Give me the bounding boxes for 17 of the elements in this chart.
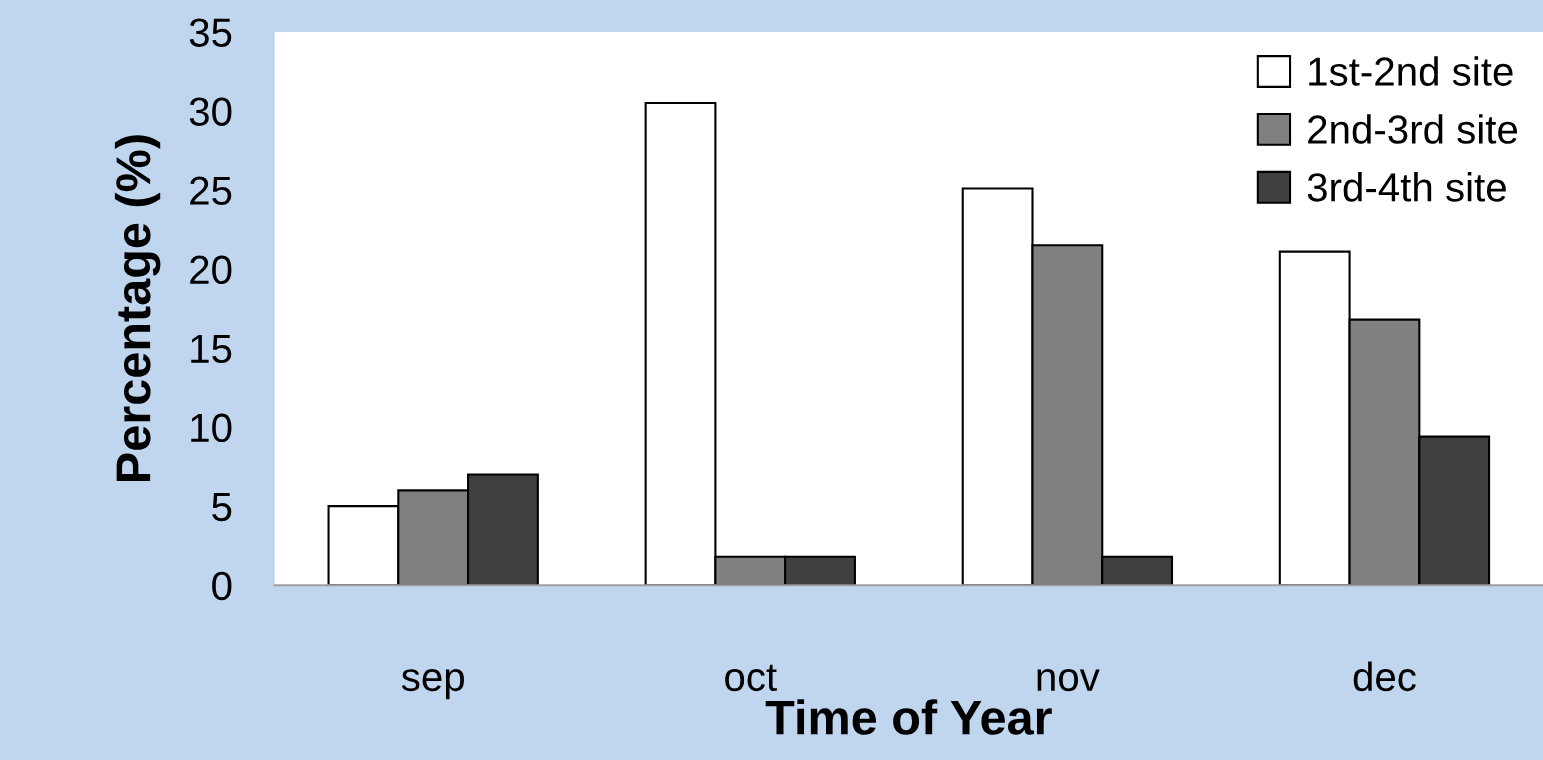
y-tick-label: 35 bbox=[189, 18, 232, 47]
y-tick-label: 20 bbox=[190, 255, 232, 285]
y-tick-label: 10 bbox=[191, 413, 232, 443]
y-tick-label: 25 bbox=[190, 176, 232, 205]
x-tick-label: oct bbox=[725, 664, 777, 692]
legend-label: 2nd-3rd site bbox=[1308, 114, 1518, 144]
y-tick-label: 15 bbox=[191, 334, 232, 364]
legend-label: 3rd-4th site bbox=[1307, 172, 1506, 202]
x-tick-label: sep bbox=[401, 669, 464, 700]
y-axis-title: Percentage (%) bbox=[114, 135, 161, 481]
legend-label: 1st-2nd site bbox=[1309, 56, 1513, 86]
y-tick-label: 0 bbox=[212, 571, 232, 601]
y-tick-label: 5 bbox=[212, 493, 232, 522]
y-tick-label: 30 bbox=[189, 97, 232, 126]
x-tick-label: nov bbox=[1037, 669, 1100, 692]
x-tick-label: dec bbox=[1353, 661, 1416, 692]
x-axis-title: Time of Year bbox=[765, 699, 1052, 735]
